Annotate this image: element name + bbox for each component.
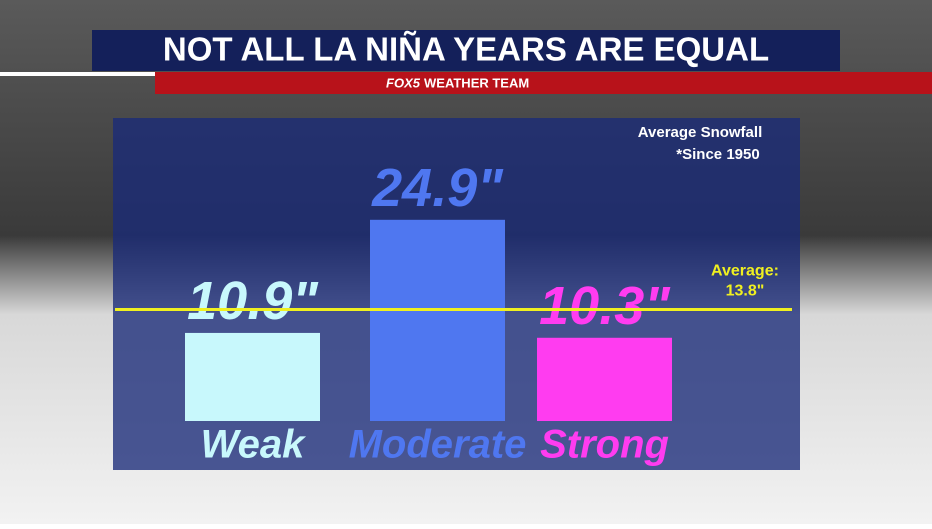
value-label: 10.3" [539, 276, 671, 336]
chart-title: NOT ALL LA NIÑA YEARS ARE EQUAL [163, 31, 769, 68]
category-label: Moderate [349, 423, 527, 467]
category-label: Weak [201, 423, 307, 467]
accent-line [0, 72, 160, 76]
bar [370, 219, 505, 421]
bar [537, 337, 672, 421]
value-label: 24.9" [371, 158, 504, 218]
annotation: *Since 1950 [676, 146, 759, 163]
average-label: Average: [711, 263, 779, 280]
bar [185, 332, 320, 421]
annotation: Average Snowfall [638, 124, 762, 141]
title-bar [92, 30, 840, 71]
subtitle-bar [155, 72, 932, 94]
logo: FOX5 [386, 75, 421, 90]
value-label: 10.9" [187, 271, 319, 331]
category-label: Strong [540, 423, 669, 467]
average-value: 13.8" [726, 283, 765, 300]
subtitle: WEATHER TEAM [424, 75, 529, 90]
